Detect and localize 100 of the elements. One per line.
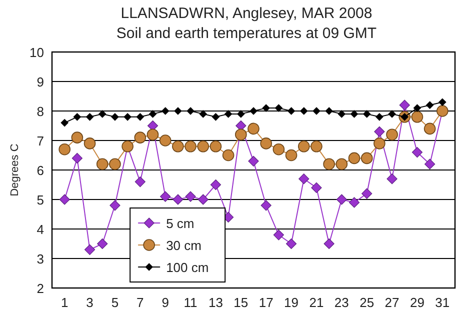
point xyxy=(146,128,159,140)
point xyxy=(336,194,347,205)
point xyxy=(174,107,182,115)
point xyxy=(222,149,234,162)
point xyxy=(413,104,422,112)
point xyxy=(386,174,398,184)
y-tick-label: 7 xyxy=(36,134,44,148)
point xyxy=(98,110,106,118)
point xyxy=(363,110,371,118)
x-tick-label: 7 xyxy=(136,295,144,310)
x-tick-label: 5 xyxy=(111,295,119,310)
point xyxy=(96,158,108,170)
point xyxy=(111,113,119,121)
point xyxy=(134,176,146,188)
point xyxy=(388,110,396,118)
x-tick-label: 9 xyxy=(162,295,169,310)
point xyxy=(285,149,298,162)
point xyxy=(199,110,207,118)
chart-title: LLANSADWRN, Anglesey, MAR 2008 xyxy=(120,5,372,22)
x-tick-label: 31 xyxy=(435,295,450,310)
point xyxy=(287,107,296,115)
x-tick-label: 13 xyxy=(208,295,223,310)
point xyxy=(235,128,247,140)
y-tick-label: 9 xyxy=(36,74,44,90)
x-tick-label: 17 xyxy=(258,295,274,310)
point xyxy=(60,119,68,127)
point xyxy=(336,158,348,170)
point xyxy=(424,122,436,135)
point xyxy=(426,101,434,109)
point xyxy=(399,100,410,110)
x-tick-label: 29 xyxy=(410,295,424,310)
point xyxy=(350,110,358,118)
point xyxy=(260,200,272,211)
point xyxy=(86,113,94,121)
point xyxy=(84,244,96,255)
point xyxy=(237,110,245,118)
point xyxy=(262,104,270,112)
point xyxy=(272,143,285,156)
point xyxy=(273,230,284,240)
point xyxy=(172,194,184,205)
y-axis-title: Degrees C xyxy=(9,144,21,196)
point xyxy=(73,113,81,121)
legend-label: 5 cm xyxy=(166,216,194,231)
point xyxy=(110,200,120,211)
point xyxy=(324,238,334,250)
point xyxy=(210,140,222,152)
point xyxy=(311,182,322,193)
point xyxy=(148,110,157,118)
point xyxy=(84,138,96,150)
point xyxy=(300,107,308,115)
point xyxy=(134,132,146,144)
y-tick-label: 4 xyxy=(36,222,44,237)
point xyxy=(71,132,84,144)
point xyxy=(124,113,132,121)
y-tick-label: 10 xyxy=(30,45,44,60)
point xyxy=(184,140,196,152)
point xyxy=(411,111,424,123)
point xyxy=(250,107,258,115)
y-tick-label: 6 xyxy=(36,163,44,178)
x-tick-label: 3 xyxy=(86,295,94,310)
point xyxy=(186,107,194,115)
point xyxy=(59,194,70,205)
point xyxy=(72,152,82,164)
point xyxy=(210,179,222,190)
point xyxy=(325,107,333,115)
point xyxy=(260,138,272,150)
point xyxy=(348,197,360,208)
point xyxy=(362,188,372,199)
point xyxy=(248,156,259,166)
point xyxy=(374,126,385,137)
point xyxy=(323,158,335,170)
point xyxy=(197,140,210,152)
point xyxy=(338,110,346,118)
point xyxy=(376,113,384,121)
point xyxy=(310,140,322,152)
point xyxy=(298,174,310,184)
x-tick-label: 23 xyxy=(334,295,349,310)
y-tick-label: 2 xyxy=(36,281,44,296)
point xyxy=(424,158,436,170)
point xyxy=(58,143,70,156)
x-tick-label: 11 xyxy=(184,295,198,310)
point xyxy=(224,110,232,118)
y-tick-label: 5 xyxy=(36,192,44,208)
y-tick-label: 8 xyxy=(36,104,44,119)
point xyxy=(274,104,282,112)
point xyxy=(312,107,320,115)
point xyxy=(286,238,297,250)
point xyxy=(374,138,386,150)
point xyxy=(162,107,170,115)
x-tick-label: 25 xyxy=(360,295,374,310)
x-tick-label: 19 xyxy=(284,295,299,310)
point xyxy=(160,191,171,202)
point xyxy=(212,113,220,121)
x-tick-label: 27 xyxy=(384,295,400,310)
chart-subtitle: Soil and earth temperatures at 09 GMT xyxy=(116,25,377,42)
point xyxy=(97,238,108,250)
x-tick-label: 21 xyxy=(309,295,324,310)
point xyxy=(412,147,423,158)
point xyxy=(172,140,184,152)
point xyxy=(248,122,260,135)
